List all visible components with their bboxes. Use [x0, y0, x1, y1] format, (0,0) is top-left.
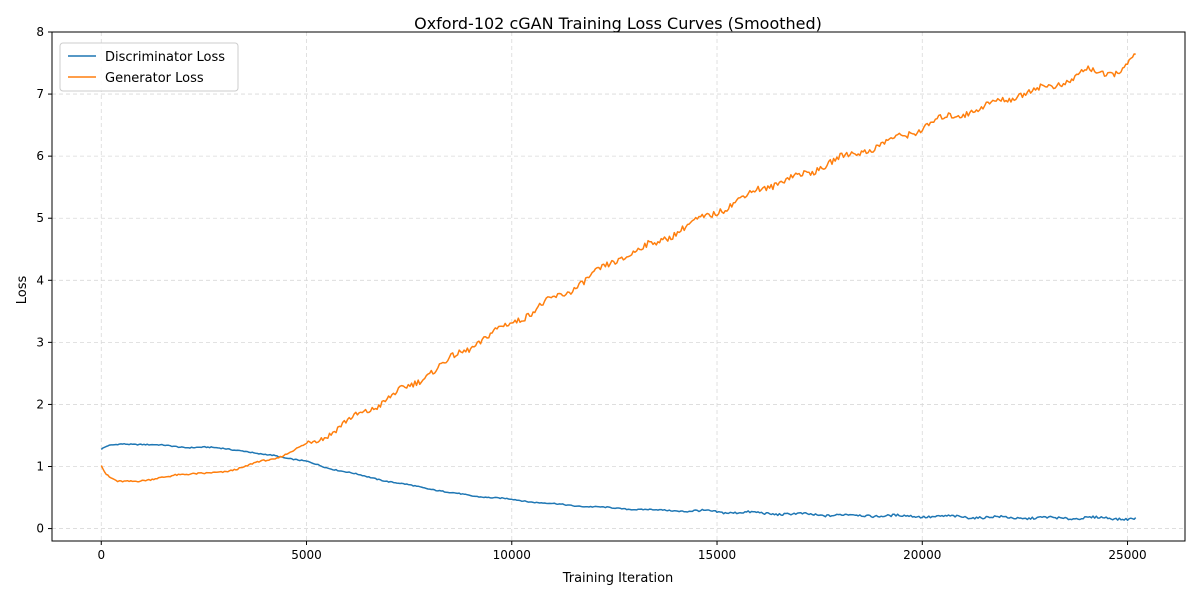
y-tick-label: 2 [36, 397, 44, 411]
y-axis-ticks: 0 1 2 3 4 5 6 7 8 [36, 25, 52, 536]
legend: Discriminator Loss Generator Loss [59, 42, 239, 92]
chart-title: Oxford-102 cGAN Training Loss Curves (Sm… [414, 14, 822, 33]
x-tick-label: 15000 [698, 548, 736, 562]
legend-box [59, 42, 239, 92]
y-axis-label: Loss [15, 276, 30, 305]
x-tick-label: 25000 [1108, 548, 1146, 562]
legend-label-discriminator: Discriminator Loss [105, 50, 225, 65]
x-axis-label: Training Iteration [562, 571, 674, 586]
x-tick-label: 10000 [493, 548, 531, 562]
x-axis-ticks: 0 5000 10000 15000 20000 25000 [97, 541, 1147, 562]
x-tick-label: 20000 [903, 548, 941, 562]
y-tick-label: 4 [36, 273, 44, 287]
y-tick-label: 1 [36, 460, 44, 474]
grid [52, 31, 1185, 541]
y-tick-label: 8 [36, 25, 44, 39]
legend-label-generator: Generator Loss [105, 71, 204, 86]
y-tick-label: 5 [36, 211, 44, 225]
y-tick-label: 0 [36, 522, 44, 536]
series-line-discriminator [100, 442, 1137, 522]
y-tick-label: 6 [36, 149, 44, 163]
y-tick-label: 3 [36, 335, 44, 349]
series-line-generator [100, 53, 1136, 483]
plot-frame [51, 31, 1186, 542]
x-tick-label: 5000 [291, 548, 322, 562]
y-tick-label: 7 [36, 87, 44, 101]
series-lines [100, 53, 1137, 522]
x-tick-label: 0 [97, 548, 105, 562]
